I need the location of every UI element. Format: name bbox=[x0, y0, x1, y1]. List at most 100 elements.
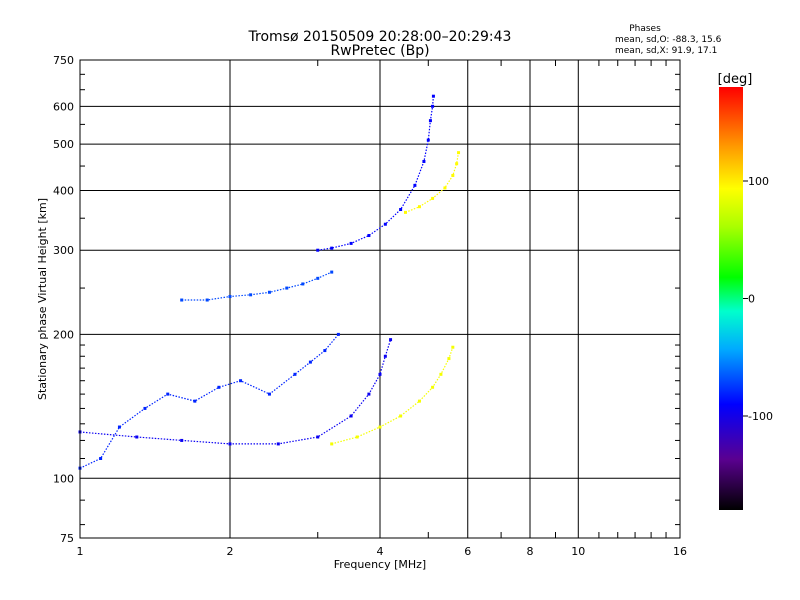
data-point bbox=[316, 276, 320, 280]
data-point bbox=[431, 385, 435, 389]
trace-line bbox=[79, 339, 392, 445]
data-point bbox=[285, 286, 289, 290]
data-point bbox=[426, 138, 430, 142]
data-point bbox=[431, 104, 435, 108]
series-scattered-echoes bbox=[78, 332, 340, 470]
x-axis-label: Frequency [MHz] bbox=[334, 558, 426, 571]
data-point bbox=[323, 349, 327, 353]
y-tick-label: 750 bbox=[53, 54, 74, 67]
data-point bbox=[276, 442, 280, 446]
data-point bbox=[180, 298, 184, 302]
trace-line bbox=[331, 347, 454, 445]
y-tick-label: 100 bbox=[53, 472, 74, 485]
chart-title: Tromsø 20150509 20:28:00–20:29:43 bbox=[248, 29, 512, 45]
phases-x-stats: mean, sd,X: 91.9, 17.1 bbox=[615, 46, 717, 56]
data-point bbox=[239, 379, 243, 383]
data-point bbox=[431, 94, 435, 98]
y-tick-label: 600 bbox=[53, 100, 74, 113]
y-axis-label: Stationary phase Virtual Height [km] bbox=[36, 198, 49, 400]
colorbar-ticks: 100 0 -100 bbox=[743, 175, 773, 423]
data-point bbox=[447, 357, 451, 361]
data-point bbox=[383, 222, 387, 226]
data-point bbox=[166, 392, 170, 396]
data-point bbox=[205, 298, 209, 302]
data-point bbox=[378, 372, 382, 376]
data-point bbox=[228, 442, 232, 446]
data-point bbox=[389, 338, 393, 342]
series-o-mode-f2-trace bbox=[316, 94, 435, 252]
data-point bbox=[399, 414, 403, 418]
data-point bbox=[293, 372, 297, 376]
y-tick-label: 500 bbox=[53, 138, 74, 151]
trace-line bbox=[405, 152, 460, 213]
series-o-mode-e-f1-trace bbox=[78, 338, 393, 446]
x-tick-label: 1 bbox=[77, 545, 84, 558]
data-point bbox=[413, 183, 417, 187]
data-point bbox=[267, 290, 271, 294]
x-tick-label: 10 bbox=[571, 545, 585, 558]
y-tick-label: 400 bbox=[53, 184, 74, 197]
data-point bbox=[451, 345, 455, 349]
colorbar-label: [deg] bbox=[718, 72, 753, 87]
x-tick-label: 8 bbox=[527, 545, 534, 558]
trace-line bbox=[317, 96, 434, 251]
data-point bbox=[117, 425, 121, 429]
data-point bbox=[217, 385, 221, 389]
series-x-mode-lower-trace bbox=[330, 345, 455, 446]
data-point bbox=[403, 210, 407, 214]
data-point bbox=[336, 332, 340, 336]
data-point bbox=[249, 293, 253, 297]
data-point bbox=[267, 392, 271, 396]
data-point bbox=[422, 159, 426, 163]
data-point bbox=[457, 151, 461, 155]
x-axis-ticks: 1 2 4 6 8 10 16 bbox=[77, 60, 687, 558]
data-point bbox=[367, 234, 371, 238]
data-point bbox=[378, 425, 382, 429]
x-tick-label: 2 bbox=[227, 545, 234, 558]
data-point bbox=[330, 270, 334, 274]
data-point bbox=[143, 406, 147, 410]
phases-o-stats: mean, sd,O: -88.3, 15.6 bbox=[615, 35, 722, 45]
grid bbox=[79, 59, 681, 539]
phases-heading: Phases bbox=[629, 24, 661, 34]
data-point bbox=[301, 282, 305, 286]
data-point bbox=[431, 196, 435, 200]
data-point bbox=[383, 354, 387, 358]
x-tick-label: 6 bbox=[464, 545, 471, 558]
colorbar-tick-label: 0 bbox=[748, 293, 755, 306]
data-point bbox=[308, 360, 312, 364]
series-x-mode-f2-trace bbox=[403, 151, 461, 214]
colorbar-tick-label: 100 bbox=[748, 175, 769, 188]
series-sporadic-layer bbox=[180, 270, 334, 302]
data-point bbox=[399, 208, 403, 212]
plot-frame bbox=[79, 59, 681, 539]
data-point bbox=[330, 442, 334, 446]
data-point bbox=[330, 246, 334, 250]
data-point bbox=[417, 399, 421, 403]
data-point bbox=[316, 248, 320, 252]
trace-line bbox=[79, 334, 339, 469]
x-tick-label: 16 bbox=[673, 545, 687, 558]
y-tick-label: 200 bbox=[53, 328, 74, 341]
data-point bbox=[455, 162, 459, 166]
colorbar bbox=[719, 87, 743, 510]
data-point bbox=[355, 435, 359, 439]
data-point bbox=[99, 456, 103, 460]
data-point bbox=[349, 241, 353, 245]
data-point bbox=[443, 186, 447, 190]
y-axis-ticks: 75 100 200 300 400 500 600 750 bbox=[53, 54, 680, 545]
data-point bbox=[193, 399, 197, 403]
colorbar-tick-label: -100 bbox=[748, 410, 773, 423]
data-point bbox=[180, 438, 184, 442]
data-point bbox=[135, 435, 139, 439]
y-tick-label: 300 bbox=[53, 244, 74, 257]
data-point bbox=[316, 435, 320, 439]
data-point bbox=[228, 295, 232, 299]
chart-subtitle: RwPretec (Bp) bbox=[330, 43, 429, 59]
trace-line bbox=[181, 271, 332, 301]
data-points bbox=[78, 94, 461, 470]
data-point bbox=[439, 372, 443, 376]
data-point bbox=[417, 205, 421, 209]
data-point bbox=[349, 414, 353, 418]
